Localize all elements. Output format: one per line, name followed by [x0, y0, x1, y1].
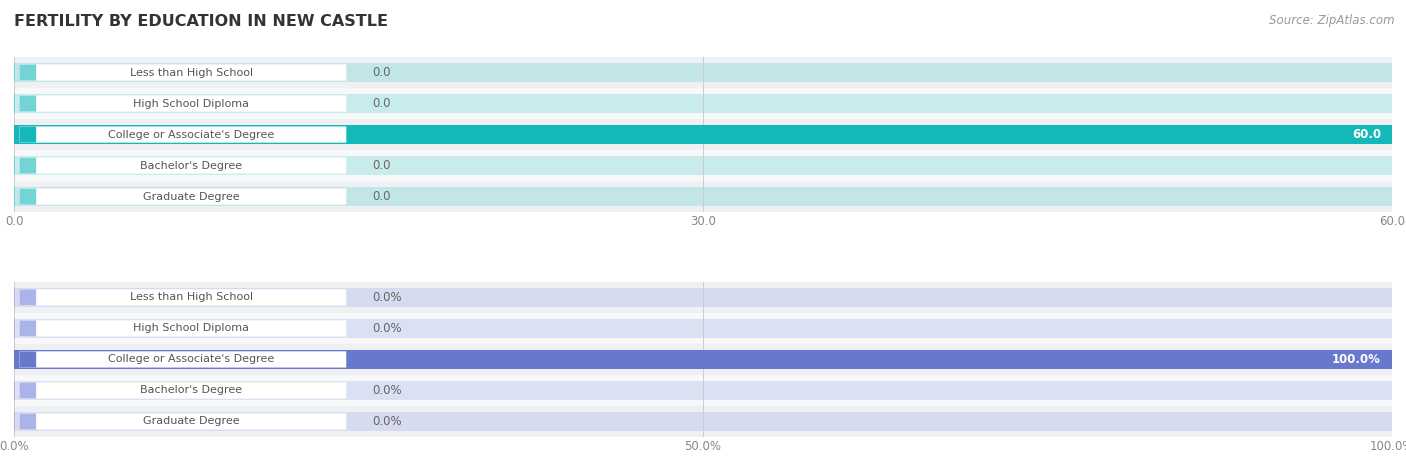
Bar — [14, 156, 1392, 175]
Bar — [14, 313, 1392, 344]
Bar — [14, 282, 1392, 313]
FancyBboxPatch shape — [20, 382, 346, 399]
Text: 0.0%: 0.0% — [373, 291, 402, 304]
Text: Less than High School: Less than High School — [129, 67, 253, 77]
Bar — [14, 150, 1392, 181]
Text: 0.0%: 0.0% — [373, 322, 402, 335]
FancyBboxPatch shape — [20, 321, 37, 336]
Bar — [14, 125, 1392, 144]
Bar — [14, 88, 1392, 119]
FancyBboxPatch shape — [20, 65, 37, 80]
Bar — [14, 57, 1392, 88]
FancyBboxPatch shape — [20, 414, 37, 429]
Text: 0.0: 0.0 — [373, 97, 391, 110]
Bar — [14, 381, 1392, 400]
Text: High School Diploma: High School Diploma — [134, 98, 249, 108]
Text: High School Diploma: High School Diploma — [134, 323, 249, 333]
FancyBboxPatch shape — [20, 95, 37, 112]
Text: 0.0%: 0.0% — [373, 415, 402, 428]
Bar — [14, 412, 1392, 431]
FancyBboxPatch shape — [20, 320, 346, 337]
FancyBboxPatch shape — [20, 126, 37, 142]
Text: Bachelor's Degree: Bachelor's Degree — [141, 386, 242, 396]
Text: 0.0: 0.0 — [373, 159, 391, 172]
FancyBboxPatch shape — [20, 189, 346, 205]
Bar — [14, 125, 1392, 144]
Bar — [14, 63, 1392, 82]
FancyBboxPatch shape — [20, 189, 37, 205]
Text: Bachelor's Degree: Bachelor's Degree — [141, 161, 242, 171]
Text: Graduate Degree: Graduate Degree — [143, 417, 239, 427]
FancyBboxPatch shape — [20, 157, 346, 174]
Bar — [14, 344, 1392, 375]
Bar — [14, 94, 1392, 113]
FancyBboxPatch shape — [20, 158, 37, 173]
FancyBboxPatch shape — [20, 352, 37, 368]
Bar — [14, 350, 1392, 369]
Text: FERTILITY BY EDUCATION IN NEW CASTLE: FERTILITY BY EDUCATION IN NEW CASTLE — [14, 14, 388, 29]
Bar — [14, 406, 1392, 437]
Bar — [14, 350, 1392, 369]
Bar — [14, 288, 1392, 307]
Text: Source: ZipAtlas.com: Source: ZipAtlas.com — [1270, 14, 1395, 27]
Bar — [14, 375, 1392, 406]
Bar — [14, 319, 1392, 338]
Text: 60.0: 60.0 — [1351, 128, 1381, 141]
Bar — [14, 181, 1392, 212]
FancyBboxPatch shape — [20, 413, 346, 429]
Text: 100.0%: 100.0% — [1331, 353, 1381, 366]
FancyBboxPatch shape — [20, 65, 346, 81]
Text: Graduate Degree: Graduate Degree — [143, 191, 239, 201]
Text: 0.0: 0.0 — [373, 66, 391, 79]
FancyBboxPatch shape — [20, 352, 346, 368]
FancyBboxPatch shape — [20, 126, 346, 142]
Text: College or Associate's Degree: College or Associate's Degree — [108, 130, 274, 140]
FancyBboxPatch shape — [20, 289, 346, 305]
Text: 0.0%: 0.0% — [373, 384, 402, 397]
FancyBboxPatch shape — [20, 95, 346, 112]
Text: Less than High School: Less than High School — [129, 293, 253, 303]
Bar — [14, 119, 1392, 150]
Text: College or Associate's Degree: College or Associate's Degree — [108, 354, 274, 364]
Bar — [14, 187, 1392, 206]
Text: 0.0: 0.0 — [373, 190, 391, 203]
FancyBboxPatch shape — [20, 289, 37, 305]
FancyBboxPatch shape — [20, 382, 37, 399]
